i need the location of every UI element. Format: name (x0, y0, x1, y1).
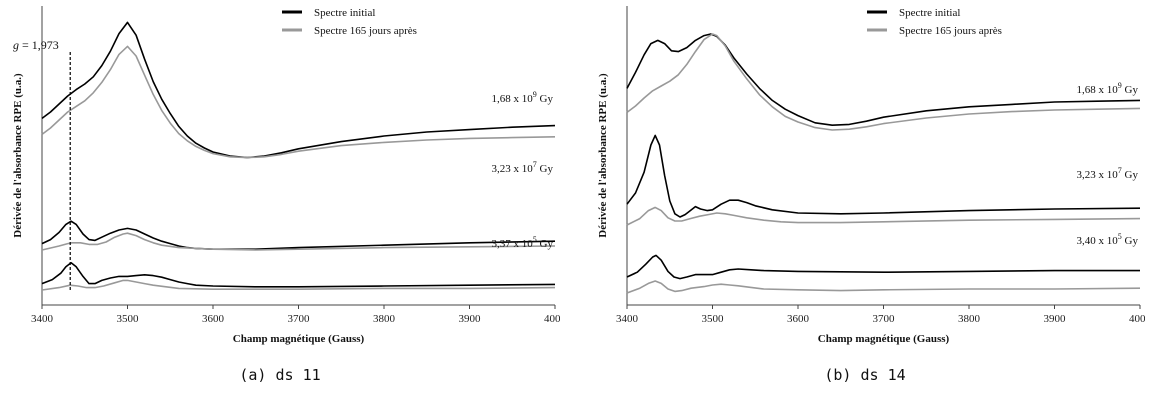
x-tick-label: 3900 (459, 313, 482, 325)
spectrum-line-initial-2 (626, 134, 1141, 218)
legend-label: Spectre initial (314, 7, 375, 19)
dose-label: 3,23 x 107 Gy (492, 160, 554, 175)
legend-label: Spectre 165 jours après (899, 25, 1002, 37)
x-axis-label: Champ magnétique (Gauss) (233, 333, 365, 345)
x-tick-label: 3600 (787, 313, 810, 325)
dose-unit: Gy (537, 238, 554, 250)
caption-ds14: (b) ds 14 (824, 366, 906, 384)
spectrum-line-initial-0 (41, 21, 556, 159)
dose-unit: Gy (537, 163, 554, 175)
dose-label: 3,37 x 105 Gy (492, 235, 554, 250)
g-value-text: = 1,973 (19, 38, 59, 52)
dose-exponent: 5 (533, 235, 537, 244)
dose-mantissa: 1,68 x 10 (492, 93, 534, 105)
spectrum-line-165-jours-5 (41, 279, 556, 291)
x-tick-label: 3600 (202, 313, 225, 325)
x-axis-label: Champ magnétique (Gauss) (818, 333, 950, 345)
spectrum-line-initial-4 (626, 254, 1140, 280)
dose-unit: Gy (537, 93, 554, 105)
dose-mantissa: 3,23 x 10 (1077, 169, 1119, 181)
spectrum-line-165-jours-1 (41, 45, 556, 159)
dose-exponent: 9 (1118, 81, 1122, 90)
dose-exponent: 5 (1118, 232, 1122, 241)
dose-unit: Gy (1122, 84, 1139, 96)
chart-ds14-svg: 3400 3500 3600 3700 3800 3900 4000 Champ magnét… (597, 6, 1150, 345)
g-value-annotation: g = 1,973 (13, 38, 59, 52)
dose-unit: Gy (1122, 169, 1139, 181)
x-tick-label: 3400 (616, 313, 639, 325)
dose-exponent: 7 (1118, 166, 1122, 175)
x-tick-label: 3700 (873, 313, 896, 325)
x-tick-label: 3700 (288, 313, 311, 325)
dose-mantissa: 1,68 x 10 (1077, 84, 1119, 96)
spectrum-line-165-jours-3 (626, 206, 1141, 226)
x-tick-label: 3500 (117, 313, 140, 325)
spectrum-line-initial-4 (41, 261, 556, 288)
chart-ds11-svg: 3400 3500 3600 3700 3800 3900 4000 Champ magnét… (12, 6, 567, 345)
x-tick-label: 3900 (1044, 313, 1067, 325)
dose-mantissa: 3,40 x 10 (1077, 235, 1119, 247)
dose-label: 1,68 x 109 Gy (1077, 81, 1139, 96)
x-tick-label: 4000 (1129, 313, 1145, 325)
dose-exponent: 9 (533, 90, 537, 99)
dose-label: 3,23 x 107 Gy (1077, 166, 1139, 181)
x-tick-label: 4000 (544, 313, 560, 325)
x-tick-label: 3500 (702, 313, 725, 325)
spectrum-line-initial-0 (626, 33, 1141, 126)
chart-ds11: 3400 3500 3600 3700 3800 3900 4000 Champ magnét… (0, 0, 567, 365)
x-tick-label: 3400 (31, 313, 54, 325)
dose-mantissa: 3,23 x 10 (492, 163, 534, 175)
dose-mantissa: 3,37 x 10 (492, 238, 534, 250)
caption-ds11: (a) ds 11 (239, 366, 321, 384)
dose-exponent: 7 (533, 160, 537, 169)
dose-label: 3,40 x 105 Gy (1077, 232, 1139, 247)
x-tick-label: 3800 (373, 313, 396, 325)
spectrum-line-165-jours-5 (626, 280, 1141, 294)
spectrum-line-165-jours-3 (41, 232, 556, 251)
x-tick-label: 3800 (958, 313, 981, 325)
dose-label: 1,68 x 109 Gy (492, 90, 554, 105)
spectrum-line-165-jours-1 (626, 33, 1141, 131)
dose-unit: Gy (1122, 235, 1139, 247)
legend-label: Spectre initial (899, 7, 960, 19)
g-symbol: g (13, 38, 19, 52)
y-axis-label: Dérivée de l'absorbance RPE (u.a.) (12, 73, 24, 238)
chart-ds14: 3400 3500 3600 3700 3800 3900 4000 Champ magnét… (585, 0, 1150, 365)
legend-label: Spectre 165 jours après (314, 25, 417, 37)
y-axis-label: Dérivée de l'absorbance RPE (u.a.) (597, 73, 609, 238)
